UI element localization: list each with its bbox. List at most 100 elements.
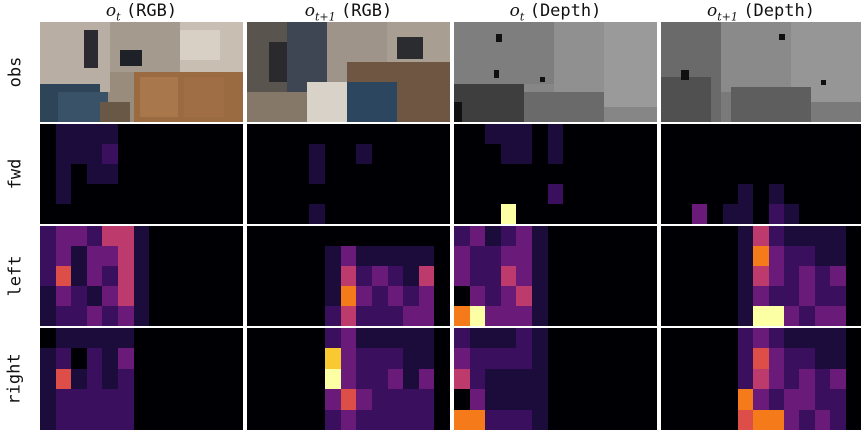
heatmap-cell [707, 164, 722, 184]
heatmap-cell [692, 306, 707, 326]
heatmap-cell [738, 306, 753, 326]
heatmap-cell [738, 226, 753, 246]
heatmap-cell [516, 164, 532, 184]
heatmap-cell [341, 164, 357, 184]
heatmap-cell [87, 124, 103, 144]
heatmap-cell [403, 226, 419, 246]
heatmap-cell [501, 389, 517, 409]
heatmap-cell [579, 410, 595, 430]
heatmap-cell [548, 124, 564, 144]
heatmap-cell [372, 144, 388, 164]
heatmap-cell [454, 184, 470, 204]
heatmap-cell [610, 328, 626, 348]
heatmap-cell [815, 286, 830, 306]
heatmap-cell [626, 369, 642, 389]
heatmap-cell [532, 348, 548, 368]
heatmap-cell [403, 266, 419, 286]
heatmap-cell [753, 246, 768, 266]
heatmap-cell [372, 369, 388, 389]
heatmap-cell [341, 144, 357, 164]
heatmap-cell [641, 306, 657, 326]
heatmap-cell [227, 144, 243, 164]
heatmap-cell [212, 410, 228, 430]
heatmap-cell [403, 246, 419, 266]
heatmap-cell [501, 124, 517, 144]
heatmap-cell [532, 204, 548, 224]
heatmap-cell [325, 164, 341, 184]
heatmap-cell [769, 164, 784, 184]
heatmap-cell [661, 389, 676, 409]
heatmap-cell [165, 246, 181, 266]
heatmap-cell [470, 306, 486, 326]
heatmap-cell [485, 124, 501, 144]
heatmap-cell [278, 226, 294, 246]
heatmap-cell [134, 124, 150, 144]
heatmap-cell [309, 410, 325, 430]
heatmap-cell [309, 164, 325, 184]
heatmap-cell [610, 286, 626, 306]
heatmap-cell [388, 286, 404, 306]
heatmap-cell [263, 246, 279, 266]
heatmap-cell [102, 410, 118, 430]
heatmap-cell [579, 348, 595, 368]
heatmap-cell [501, 204, 517, 224]
heatmap-cell [247, 286, 263, 306]
heatmap-cell [830, 389, 845, 409]
heatmap-cell [294, 369, 310, 389]
heatmap-cell [485, 389, 501, 409]
heatmap-cell [71, 328, 87, 348]
heatmap-left-ot-rgb [40, 226, 243, 326]
heatmap-cell [501, 184, 517, 204]
heatmap-cell [181, 124, 197, 144]
heatmap-cell [641, 328, 657, 348]
heatmap-cell [181, 204, 197, 224]
heatmap-cell [563, 286, 579, 306]
heatmap-cell [815, 266, 830, 286]
heatmap-cell [769, 306, 784, 326]
heatmap-cell [71, 389, 87, 409]
heatmap-cell [676, 144, 691, 164]
heatmap-cell [149, 328, 165, 348]
heatmap-cell [784, 389, 799, 409]
heatmap-cell [738, 144, 753, 164]
heatmap-cell [40, 389, 56, 409]
heatmap-cell [454, 286, 470, 306]
heatmap-cell [738, 286, 753, 306]
heatmap-cell [830, 369, 845, 389]
heatmap-cell [356, 348, 372, 368]
heatmap-cell [661, 266, 676, 286]
heatmap-cell [610, 164, 626, 184]
heatmap-cell [419, 204, 435, 224]
heatmap-cell [846, 266, 861, 286]
heatmap-cell [532, 184, 548, 204]
heatmap-cell [149, 266, 165, 286]
heatmap-cell [134, 328, 150, 348]
heatmap-cell [692, 410, 707, 430]
heatmap-cell [118, 164, 134, 184]
row-label-obs: obs [0, 22, 30, 122]
heatmap-cell [676, 226, 691, 246]
heatmap-cell [738, 184, 753, 204]
heatmap-cell [641, 144, 657, 164]
heatmap-cell [563, 389, 579, 409]
heatmap-cell [815, 306, 830, 326]
heatmap-cell [165, 369, 181, 389]
heatmap-cell [501, 246, 517, 266]
heatmap-cell [769, 348, 784, 368]
heatmap-cell [71, 226, 87, 246]
heatmap-cell [846, 164, 861, 184]
heatmap-cell [846, 204, 861, 224]
heatmap-cell [799, 246, 814, 266]
heatmap-cell [626, 328, 642, 348]
heatmap-cell [56, 306, 72, 326]
heatmap-cell [723, 266, 738, 286]
heatmap-cell [309, 124, 325, 144]
heatmap-cell [181, 389, 197, 409]
heatmap-cell [692, 184, 707, 204]
heatmap-cell [278, 144, 294, 164]
heatmap-cell [723, 389, 738, 409]
heatmap-cell [692, 328, 707, 348]
heatmap-cell [356, 410, 372, 430]
heatmap-cell [341, 184, 357, 204]
heatmap-cell [434, 348, 450, 368]
